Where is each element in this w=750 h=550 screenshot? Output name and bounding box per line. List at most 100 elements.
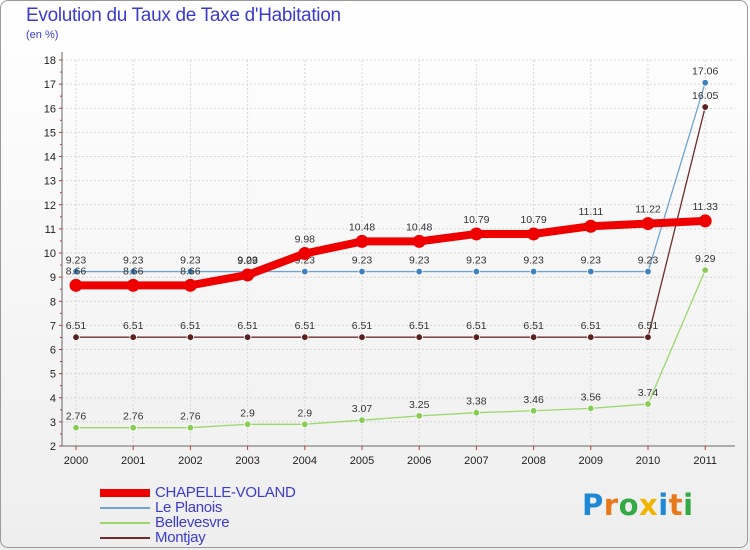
data-point — [469, 227, 483, 241]
y-tick-label: 15 — [44, 127, 56, 139]
legend-swatch — [100, 536, 150, 539]
data-point — [301, 420, 309, 428]
y-tick-label: 12 — [44, 200, 56, 212]
data-label: 10.79 — [463, 214, 489, 226]
data-label: 3.46 — [523, 394, 544, 406]
x-tick-label: 2005 — [350, 455, 374, 467]
data-point — [355, 234, 369, 248]
y-tick-label: 5 — [50, 369, 56, 381]
data-label: 3.56 — [581, 391, 602, 403]
data-label: 9.23 — [180, 255, 201, 267]
data-label: 9.23 — [352, 255, 373, 267]
data-point — [301, 333, 309, 341]
y-tick-label: 11 — [45, 224, 56, 236]
data-label: 9.23 — [581, 255, 602, 267]
x-tick-label: 2003 — [235, 455, 259, 467]
data-point — [301, 267, 309, 276]
data-point — [644, 400, 652, 408]
data-label: 2.76 — [66, 411, 87, 423]
legend-label: Le Planois — [155, 499, 223, 516]
data-label: 17.06 — [692, 66, 718, 78]
y-tick-label: 10 — [44, 248, 56, 260]
data-point — [186, 423, 195, 432]
data-point — [641, 217, 655, 231]
data-point — [472, 409, 481, 417]
legend-swatch — [100, 521, 150, 524]
data-point — [701, 266, 709, 274]
series-line-chapelle-voland — [72, 216, 710, 290]
data-label: 11.11 — [578, 206, 603, 218]
data-point — [644, 267, 652, 276]
data-point — [415, 412, 423, 420]
x-tick-label: 2009 — [579, 455, 603, 467]
data-point — [69, 278, 83, 292]
data-point — [527, 227, 541, 241]
data-point — [186, 333, 195, 341]
y-tick-label: 14 — [44, 152, 56, 164]
data-label: 6.51 — [581, 320, 602, 332]
data-point — [701, 78, 709, 87]
logo-letter: x — [639, 488, 659, 522]
y-tick-label: 17 — [44, 79, 56, 91]
data-label: 2.76 — [123, 411, 144, 423]
data-label: 8.66 — [180, 265, 201, 277]
data-label: 11.33 — [692, 201, 718, 213]
y-tick-label: 2 — [50, 441, 56, 453]
x-tick-label: 2010 — [636, 455, 660, 467]
data-point — [529, 407, 538, 415]
logo-letter: i — [683, 488, 694, 522]
logo-letter: t — [668, 488, 684, 522]
data-label: 6.51 — [180, 320, 201, 332]
y-tick-label: 4 — [50, 393, 56, 405]
data-point — [472, 267, 481, 276]
data-label: 10.79 — [520, 214, 546, 226]
x-tick-label: 2008 — [521, 455, 545, 467]
y-tick-label: 3 — [50, 417, 56, 429]
x-tick-label: 2001 — [121, 455, 145, 467]
x-tick-label: 2004 — [293, 455, 317, 467]
legend-swatch — [100, 506, 150, 509]
data-label: 2.9 — [297, 407, 312, 419]
data-label: 6.51 — [638, 320, 659, 332]
data-label: 9.23 — [66, 255, 87, 267]
y-tick-label: 16 — [44, 103, 56, 115]
line-chart: 2 3 4 5 6 7 8 9 10 11 12 13 14 15 16 17 18 2000 2001 2002 20… — [44, 52, 735, 467]
y-tick-label: 8 — [50, 296, 56, 308]
data-point — [129, 423, 137, 432]
data-label: 6.51 — [123, 320, 144, 332]
data-label: 6.51 — [352, 320, 373, 332]
data-point — [72, 333, 80, 341]
legend-swatch — [100, 488, 150, 497]
data-point — [126, 278, 140, 292]
x-tick-label: 2002 — [178, 455, 202, 467]
data-point — [644, 333, 652, 341]
data-label: 6.51 — [66, 320, 87, 332]
data-label: 8.66 — [123, 265, 144, 277]
data-point — [358, 416, 366, 424]
data-point — [529, 333, 538, 341]
data-label: 16.05 — [692, 90, 718, 102]
x-tick-label: 2011 — [693, 455, 717, 467]
logo-letter: o — [618, 488, 640, 522]
data-point — [415, 333, 423, 341]
data-label: 6.51 — [466, 320, 487, 332]
logo-letter: i — [658, 488, 669, 522]
data-label: 10.48 — [349, 221, 375, 233]
data-point — [243, 420, 252, 428]
data-point — [129, 267, 137, 276]
data-point — [186, 267, 195, 276]
y-tick-label: 18 — [44, 55, 56, 67]
data-label: 3.25 — [409, 399, 430, 411]
data-label: 6.51 — [409, 320, 430, 332]
data-point — [698, 214, 712, 228]
y-tick-label: 6 — [50, 345, 56, 357]
data-label: 9.23 — [409, 255, 430, 267]
data-point — [584, 219, 598, 233]
data-label: 9.98 — [295, 233, 316, 245]
y-tick-label: 9 — [50, 272, 56, 284]
data-point — [243, 333, 252, 341]
data-point — [415, 267, 423, 276]
logo-letter: r — [603, 488, 619, 522]
data-point — [298, 246, 312, 260]
y-tick-label: 13 — [44, 176, 56, 188]
